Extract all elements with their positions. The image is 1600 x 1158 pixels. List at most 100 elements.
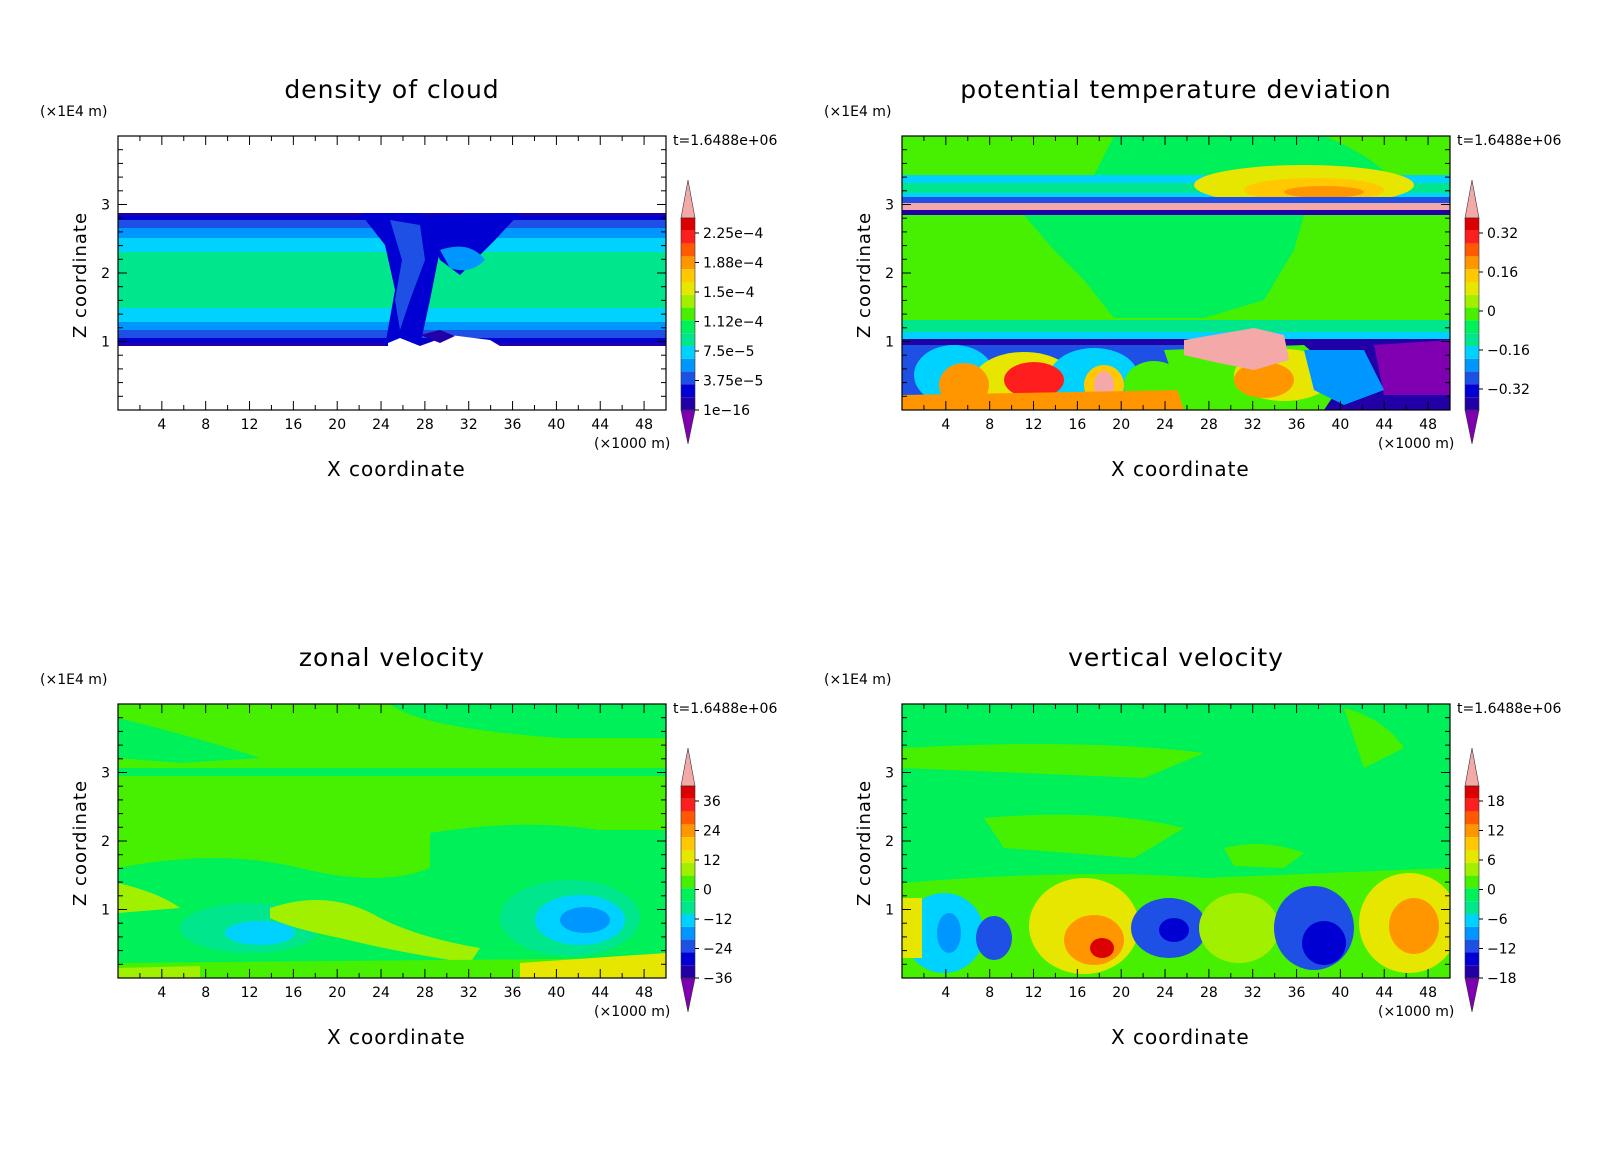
colorbar-segment <box>681 269 695 282</box>
x-tick-label: 16 <box>1068 985 1086 1001</box>
colorbar-segment <box>681 358 695 372</box>
x-tick-label: 36 <box>504 985 522 1001</box>
colorbar: 0.32 0.16 0 −0.16 −0.32 <box>1464 179 1530 445</box>
colorbar-label: 12 <box>1487 824 1505 840</box>
colorbar-segment <box>681 320 695 334</box>
colorbar-segment <box>1465 875 1479 889</box>
colorbar-label: 18 <box>1487 794 1505 810</box>
colorbar-label: 0.16 <box>1487 265 1518 281</box>
colorbar-segment <box>681 230 695 244</box>
colorbar: 36 24 12 0 −12 −24 −36 <box>680 747 733 1013</box>
colorbar-segment <box>1465 282 1479 295</box>
colorbar-segment <box>681 798 695 812</box>
y-tick-label: 1 <box>885 335 894 351</box>
colorbar-label: 12 <box>703 853 721 869</box>
colorbar-label: 0.32 <box>1487 226 1518 242</box>
x-tick-label: 4 <box>941 417 950 433</box>
colorbar-frame <box>1464 785 1480 979</box>
x-tick-label: 40 <box>1331 417 1349 433</box>
x-tick-label: 4 <box>941 985 950 1001</box>
x-tick-label: 40 <box>547 417 565 433</box>
x-tick-label: 8 <box>985 417 994 433</box>
x-tick-label: 48 <box>635 985 653 1001</box>
colorbar-segment <box>681 371 695 385</box>
colorbar-segment <box>1465 320 1479 334</box>
colorbar-label: 6 <box>1487 853 1496 869</box>
colorbar-segment <box>681 282 695 295</box>
x-tick-label: 28 <box>1200 985 1218 1001</box>
colorbar-label: −12 <box>703 912 733 928</box>
colorbar-segment <box>681 397 695 410</box>
colorbar-segment <box>1465 397 1479 410</box>
colorbar-label: −0.16 <box>1487 343 1530 359</box>
colorbar-segment <box>1465 965 1479 978</box>
y-tick-label: 1 <box>101 903 110 919</box>
colorbar-label: −18 <box>1487 971 1517 987</box>
panel-vertical-velocity: vertical velocity (×1E4 m) t=1.6488e+06 … <box>784 568 1584 1147</box>
y-unit-label: (×1E4 m) <box>40 672 108 688</box>
y-unit-label: (×1E4 m) <box>824 672 892 688</box>
colorbar-segment <box>681 384 695 398</box>
colorbar-max-arrow <box>680 747 696 787</box>
x-unit-label: (×1000 m) <box>594 1004 671 1020</box>
x-axis-label: X coordinate <box>1111 1025 1250 1049</box>
x-tick-label: 32 <box>1244 985 1262 1001</box>
colorbar-label: 2.25e−4 <box>703 226 764 242</box>
x-tick-label: 20 <box>1112 417 1130 433</box>
x-tick-label: 44 <box>591 417 609 433</box>
colorbar-segment <box>1465 333 1479 346</box>
colorbar-frame <box>1464 217 1480 411</box>
colorbar-segment <box>1465 914 1479 927</box>
x-tick-label: 16 <box>284 417 302 433</box>
colorbar-label: 0 <box>1487 883 1496 899</box>
chart-title: vertical velocity <box>1068 643 1284 672</box>
field-layers <box>902 136 1450 410</box>
x-tick-label: 44 <box>1375 417 1393 433</box>
colorbar-segment <box>681 952 695 966</box>
colorbar-segment <box>1465 346 1479 359</box>
field-layers <box>118 136 666 410</box>
colorbar-label: 24 <box>703 824 721 840</box>
chart-title: density of cloud <box>284 75 500 104</box>
colorbar-segment <box>1465 218 1479 231</box>
colorbar-label: 36 <box>703 794 721 810</box>
field-layers <box>118 704 666 978</box>
y-unit-label: (×1E4 m) <box>824 104 892 120</box>
x-tick-label: 36 <box>1288 417 1306 433</box>
time-label: t=1.6488e+06 <box>1457 133 1562 149</box>
y-tick-label: 3 <box>101 198 110 214</box>
colorbar-segment <box>1465 256 1479 270</box>
x-tick-label: 8 <box>985 985 994 1001</box>
colorbar-frame <box>680 785 696 979</box>
y-tick-label: 2 <box>101 266 110 282</box>
colorbar-label: 7.5e−5 <box>703 344 755 360</box>
x-tick-label: 32 <box>1244 417 1262 433</box>
colorbar-segment <box>681 824 695 838</box>
x-tick-label: 20 <box>328 417 346 433</box>
x-axis-label: X coordinate <box>327 457 466 481</box>
colorbar-segment <box>681 965 695 978</box>
colorbar-label: −12 <box>1487 942 1517 958</box>
colorbar-label: 1e−16 <box>703 403 750 419</box>
colorbar-segment <box>681 218 695 231</box>
x-tick-label: 48 <box>635 417 653 433</box>
colorbar-segment <box>681 888 695 902</box>
colorbar-segment <box>681 307 695 321</box>
time-label: t=1.6488e+06 <box>673 701 778 717</box>
x-tick-label: 24 <box>372 417 390 433</box>
y-unit-label: (×1E4 m) <box>40 104 108 120</box>
x-tick-label: 36 <box>1288 985 1306 1001</box>
colorbar-segment <box>681 294 695 308</box>
x-axis-label: X coordinate <box>327 1025 466 1049</box>
y-tick-label: 3 <box>885 766 894 782</box>
x-tick-label: 24 <box>1156 985 1174 1001</box>
colorbar-segment <box>681 811 695 825</box>
colorbar-min-arrow <box>1464 977 1480 1013</box>
x-tick-label: 8 <box>201 985 210 1001</box>
x-tick-label: 24 <box>1156 417 1174 433</box>
y-tick-label: 3 <box>885 198 894 214</box>
